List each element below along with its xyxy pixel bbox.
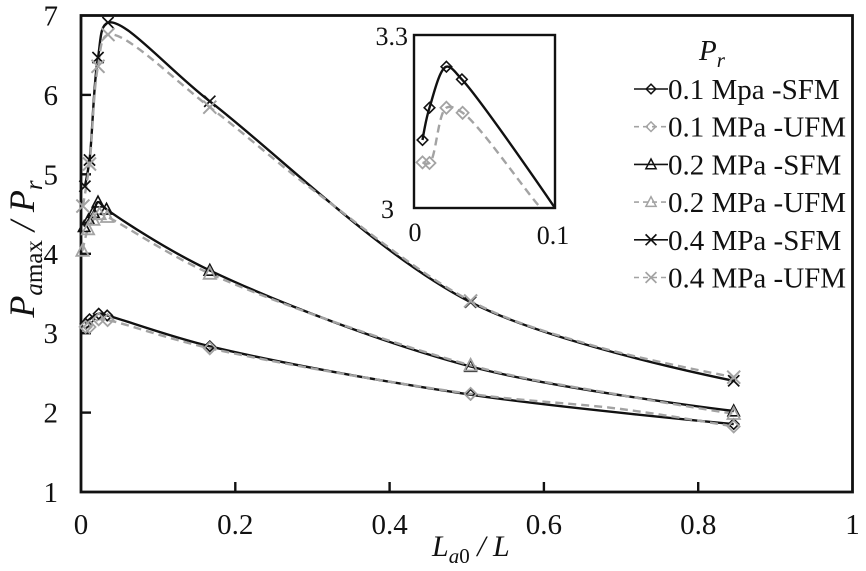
svg-text:1: 1: [845, 509, 860, 541]
svg-text:5: 5: [44, 159, 59, 191]
svg-text:0.1: 0.1: [537, 221, 570, 250]
svg-text:0.1 Mpa -SFM: 0.1 Mpa -SFM: [668, 74, 840, 106]
svg-text:7: 7: [44, 1, 59, 33]
svg-text:0.8: 0.8: [680, 509, 716, 541]
svg-text:3: 3: [44, 318, 59, 350]
svg-text:0.2 MPa -SFM: 0.2 MPa -SFM: [668, 149, 841, 181]
svg-text:0: 0: [409, 218, 422, 247]
svg-text:0.4 MPa -UFM: 0.4 MPa -UFM: [668, 263, 846, 295]
svg-text:0.2: 0.2: [217, 509, 253, 541]
svg-text:3: 3: [381, 195, 394, 224]
svg-text:0.6: 0.6: [526, 509, 562, 541]
svg-text:3.3: 3.3: [376, 22, 409, 51]
svg-text:6: 6: [44, 80, 59, 112]
svg-text:4: 4: [44, 239, 59, 271]
svg-text:1: 1: [44, 477, 59, 509]
svg-text:La0 / L: La0 / L: [431, 530, 510, 566]
svg-text:0.2 MPa -UFM: 0.2 MPa -UFM: [668, 187, 846, 219]
svg-text:2: 2: [44, 398, 59, 430]
svg-text:0: 0: [74, 509, 89, 541]
svg-text:0.4: 0.4: [371, 509, 408, 541]
svg-text:0.1 MPa -UFM: 0.1 MPa -UFM: [668, 112, 846, 144]
svg-text:0.4 MPa -SFM: 0.4 MPa -SFM: [668, 225, 841, 257]
